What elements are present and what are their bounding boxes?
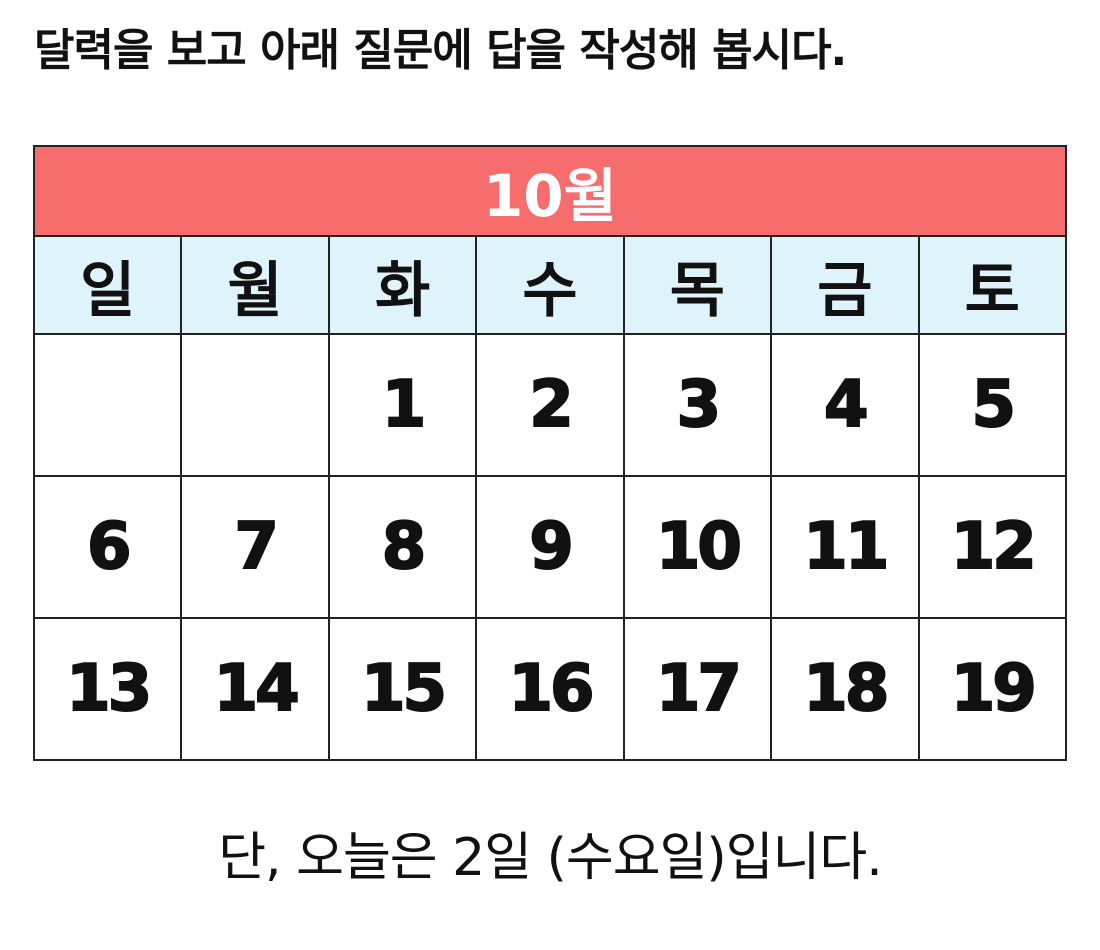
weekday-saturday: 토 — [917, 235, 1068, 335]
week-row-2: 6 7 8 9 10 11 12 — [32, 475, 1068, 619]
day-number: 2 — [528, 367, 574, 443]
day-number: 12 — [950, 509, 1038, 585]
day-cell: 4 — [770, 333, 920, 477]
day-cell: 3 — [622, 333, 773, 477]
day-cell: 19 — [917, 617, 1068, 761]
day-number: 10 — [655, 509, 743, 585]
day-cell: 15 — [327, 617, 478, 761]
day-cell: 12 — [917, 475, 1068, 619]
day-cell: 16 — [475, 617, 625, 761]
day-cell: 14 — [180, 617, 330, 761]
weekday-monday: 월 — [180, 235, 330, 335]
day-number: 7 — [233, 509, 279, 585]
day-number: 5 — [971, 367, 1017, 443]
weekday-sunday: 일 — [32, 235, 183, 335]
day-number: 6 — [86, 509, 132, 585]
day-cell — [32, 333, 183, 477]
instruction-text: 달력을 보고 아래 질문에 답을 작성해 봅시다. — [34, 25, 847, 76]
day-number: 16 — [507, 651, 595, 727]
day-number: 17 — [655, 651, 743, 727]
weekday-row: 일 월 화 수 목 금 토 — [32, 235, 1068, 335]
week-row-3: 13 14 15 16 17 18 19 — [32, 617, 1068, 761]
day-cell: 7 — [180, 475, 330, 619]
weekday-thursday: 목 — [622, 235, 773, 335]
day-number: 8 — [381, 509, 427, 585]
day-number: 15 — [360, 651, 448, 727]
weekday-wednesday: 수 — [475, 235, 625, 335]
day-cell: 11 — [770, 475, 920, 619]
day-cell: 1 — [327, 333, 478, 477]
weekday-tuesday: 화 — [327, 235, 478, 335]
day-cell — [180, 333, 330, 477]
day-cell: 17 — [622, 617, 773, 761]
calendar: 10월 일 월 화 수 목 금 토 1 2 3 4 5 6 7 8 9 10 1… — [32, 145, 1068, 761]
month-header-row: 10월 — [33, 145, 1067, 237]
day-cell: 5 — [917, 333, 1068, 477]
day-cell: 9 — [475, 475, 625, 619]
day-number: 13 — [65, 651, 153, 727]
day-number: 1 — [381, 367, 427, 443]
month-title: 10월 — [33, 145, 1067, 237]
day-number: 19 — [950, 651, 1038, 727]
day-cell: 2 — [475, 333, 625, 477]
week-row-1: 1 2 3 4 5 — [32, 333, 1068, 477]
weekday-friday: 금 — [770, 235, 920, 335]
day-number: 18 — [802, 651, 890, 727]
day-number: 11 — [802, 509, 890, 585]
day-number: 3 — [676, 367, 722, 443]
day-number: 4 — [823, 367, 869, 443]
day-cell: 18 — [770, 617, 920, 761]
day-cell: 10 — [622, 475, 773, 619]
day-cell: 13 — [32, 617, 183, 761]
day-cell: 8 — [327, 475, 478, 619]
day-cell: 6 — [32, 475, 183, 619]
day-number: 9 — [528, 509, 574, 585]
day-number: 14 — [213, 651, 301, 727]
note-text: 단, 오늘은 2일 (수요일)입니다. — [218, 828, 883, 888]
